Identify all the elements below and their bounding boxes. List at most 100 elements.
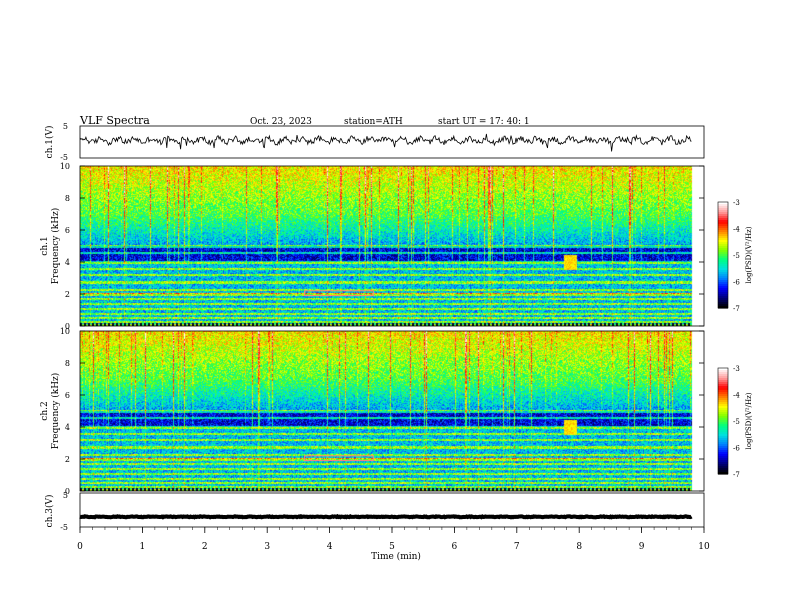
- ch2-colorbar-frame: [717, 367, 729, 475]
- ch2-ytick-label: 4: [65, 423, 70, 432]
- time-tick-label: 4: [327, 542, 333, 552]
- ch1-spectrogram-frame: [79, 165, 705, 327]
- marker-box: [304, 455, 374, 462]
- time-tick-label: 0: [77, 542, 83, 552]
- ch1-colorbar-cell: [718, 208, 728, 211]
- ch1-colorbar-cell: [718, 260, 728, 263]
- ch1-colorbar-cell: [718, 228, 728, 231]
- ch2-colorbar-cell: [718, 462, 728, 465]
- ch2-colorbar-cell: [718, 428, 728, 431]
- ch2-spectrogram-panel: 0 2 4 6 8 10 ch.2 Frequency (kHz) -3 -4 -5 -6 -7 l…: [40, 327, 753, 496]
- ch1-colorbar-cell: [718, 270, 728, 273]
- ch2-colorbar-cell: [718, 418, 728, 421]
- ch2-colorbar-cell: [718, 442, 728, 445]
- time-tick-label: 2: [202, 542, 208, 552]
- ch1-ytick-label: 4: [65, 258, 70, 267]
- ch2-colorbar-cell: [718, 432, 728, 435]
- ch1-colorbar-cell: [718, 248, 728, 251]
- ch1-colorbar-cell: [718, 202, 728, 205]
- ch2-colorbar-cell: [718, 454, 728, 457]
- ch1-ytick-label: 2: [65, 290, 70, 299]
- ch1-colorbar-cell: [718, 262, 728, 265]
- ch1-waveform-trace: [79, 133, 692, 152]
- ch2-colorbar-cell: [718, 464, 728, 467]
- ch2-colorbar-label: log(PSD)(V²/Hz): [745, 392, 753, 449]
- date-label: Oct. 23, 2023: [250, 117, 312, 127]
- ch2-ytick-label: 6: [65, 391, 70, 400]
- ch2-colorbar-cell: [718, 438, 728, 441]
- ch2-colorbar-cell: [718, 460, 728, 463]
- ch2-colorbar-cell: [718, 466, 728, 469]
- ch1-colorbar-tick: -4: [733, 226, 740, 234]
- ch1-ytick-label: 6: [65, 226, 70, 235]
- ch2-colorbar-cell: [718, 470, 728, 473]
- ch2-colorbar-cell: [718, 372, 728, 375]
- ch2-colorbar-cell: [718, 446, 728, 449]
- ch2-colorbar-cell: [718, 390, 728, 393]
- ch1-ytick-label: 10: [60, 162, 70, 171]
- ch2-colorbar-cell: [718, 408, 728, 411]
- ch1-colorbar-label: log(PSD)(V²/Hz): [745, 226, 753, 283]
- ch1-colorbar-cell: [718, 306, 728, 309]
- ch2-colorbar-tick: -7: [733, 471, 740, 479]
- ch1-colorbar-cell: [718, 236, 728, 239]
- ch1-colorbar-cell: [718, 272, 728, 275]
- ch1-colorbar-cell: [718, 240, 728, 243]
- ch2-colorbar-cell: [718, 394, 728, 397]
- ch1-waveform-frame: [79, 125, 705, 159]
- ch1-colorbar-cell: [718, 218, 728, 221]
- ch2-colorbar-cell: [718, 406, 728, 409]
- ch1-colorbar-cell: [718, 304, 728, 307]
- ch1-colorbar-cell: [718, 226, 728, 229]
- ch1-ytick-label: 0: [65, 322, 70, 331]
- ch1-colorbar-cell: [718, 274, 728, 277]
- ch2-colorbar-cell: [718, 388, 728, 391]
- ch1-colorbar-tick: -5: [733, 252, 740, 260]
- ch1-colorbar-cell: [718, 210, 728, 213]
- ch2-colorbar-cell: [718, 376, 728, 379]
- ch1-colorbar-cell: [718, 284, 728, 287]
- ch3-ytick-top: 5: [63, 491, 68, 500]
- ch1-colorbar-cell: [718, 250, 728, 253]
- marker-box: [304, 290, 374, 297]
- ch1-colorbar-cell: [718, 288, 728, 291]
- ch1-colorbar-cell: [718, 214, 728, 217]
- ch1-colorbar-cell: [718, 282, 728, 285]
- ch2-colorbar-tick: -4: [733, 392, 740, 400]
- ch2-colorbar-cell: [718, 382, 728, 385]
- ch2-colorbar-cell: [718, 368, 728, 371]
- time-tick-label: 1: [140, 542, 146, 552]
- ch1-colorbar-cell: [718, 230, 728, 233]
- ch2-colorbar-cell: [718, 402, 728, 405]
- ch3-waveform-trace: [79, 513, 693, 520]
- ch1-colorbar-cell: [718, 206, 728, 209]
- ch2-frequency-ylabel: Frequency (kHz): [50, 373, 61, 450]
- ch1-waveform-panel: 5 -5 ch.1(V): [44, 122, 705, 162]
- ch2-colorbar-cell: [718, 378, 728, 381]
- ch1-colorbar-cell: [718, 258, 728, 261]
- ch2-colorbar-cell: [718, 444, 728, 447]
- ch2-colorbar-cell: [718, 450, 728, 453]
- ch3-ytick-bottom: -5: [60, 523, 68, 532]
- ch1-colorbar-cell: [718, 224, 728, 227]
- ch1-colorbar-cell: [718, 300, 728, 303]
- ch2-colorbar-cell: [718, 392, 728, 395]
- time-tick-label: 3: [264, 542, 270, 552]
- ch1-colorbar-cell: [718, 266, 728, 269]
- ch2-colorbar-cell: [718, 430, 728, 433]
- ch1-colorbar-cell: [718, 212, 728, 215]
- ch1-waveform-ylabel: ch.1(V): [44, 126, 55, 159]
- ch1-colorbar-cell: [718, 204, 728, 207]
- ch1-colorbar-cell: [718, 286, 728, 289]
- station-label: station=ATH: [344, 117, 403, 127]
- ch1-colorbar-cell: [718, 264, 728, 267]
- ch1-colorbar-cell: [718, 268, 728, 271]
- ch1-colorbar-cell: [718, 244, 728, 247]
- ch1-colorbar-cell: [718, 238, 728, 241]
- ch2-channel-label: ch.2: [40, 401, 50, 420]
- ch2-spectrogram-image: [80, 331, 704, 491]
- ch1-spectrogram-overlay: [304, 290, 374, 297]
- ch2-colorbar-tick: -6: [733, 445, 740, 453]
- ch1-colorbar-cell: [718, 234, 728, 237]
